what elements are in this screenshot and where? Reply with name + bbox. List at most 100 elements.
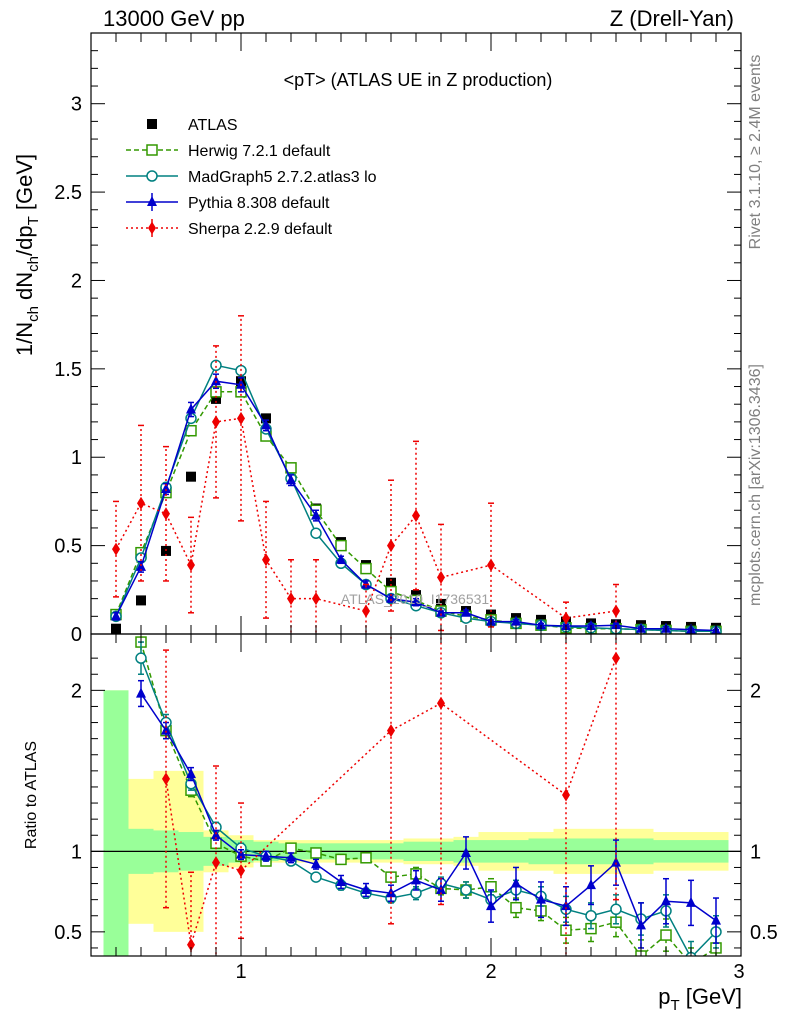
x-tick-label: 2 xyxy=(485,961,496,983)
ratio-panel: 0.5 0.5 1 1 2 2 1 2 3 Ratio to ATLAS pT [GeV] xyxy=(23,633,778,1014)
main-panel: 0 0.5 1 1.5 2 2.5 3 <pT> (ATLAS UE in Z produc… xyxy=(12,32,742,646)
data-point xyxy=(210,359,222,372)
data-point xyxy=(312,592,320,606)
data-point xyxy=(686,959,696,969)
legend: ATLAS Herwig 7.2.1 default MadGraph5 2.7.2… xyxy=(126,117,377,238)
data-point xyxy=(411,874,421,885)
data-point xyxy=(562,611,570,625)
series-line xyxy=(140,641,717,956)
data-point xyxy=(285,842,297,854)
data-point xyxy=(610,903,622,916)
data-point xyxy=(335,539,347,552)
data-point xyxy=(361,883,371,894)
data-point xyxy=(562,788,570,802)
data-point xyxy=(460,884,472,896)
data-point xyxy=(360,562,372,575)
data-point xyxy=(287,592,295,606)
data-point xyxy=(461,846,471,857)
data-point xyxy=(136,595,146,606)
data-point xyxy=(311,509,321,520)
legend-label: Pythia 8.308 default xyxy=(188,195,330,212)
data-point xyxy=(511,615,521,626)
data-point xyxy=(437,570,445,584)
series-line xyxy=(115,417,617,619)
data-point xyxy=(211,393,221,404)
y-tick-label: 2.5 xyxy=(54,182,82,204)
x-axis-label: pT [GeV] xyxy=(658,984,742,1014)
data-point xyxy=(362,604,370,618)
data-point xyxy=(437,696,445,710)
data-point xyxy=(536,893,546,904)
data-point xyxy=(386,592,396,603)
y-tick-label: 3 xyxy=(71,94,82,116)
header-left: 13000 GeV pp xyxy=(103,6,245,31)
data-point xyxy=(611,856,621,867)
data-point xyxy=(686,896,696,907)
rivet-label: Rivet 3.1.10, ≥ 2.4M events xyxy=(747,55,764,250)
data-point xyxy=(112,542,120,556)
ratio-y-tick-label-right: 0.5 xyxy=(750,922,778,944)
data-point xyxy=(111,610,121,621)
y-tick-label: 2 xyxy=(71,270,82,292)
ratio-y-tick-label-right: 1 xyxy=(750,841,761,863)
data-point xyxy=(261,419,271,430)
legend-label: Sherpa 2.2.9 default xyxy=(188,221,333,238)
ratio-y-tick-label: 0.5 xyxy=(54,922,82,944)
y-tick-label: 0 xyxy=(71,624,82,646)
data-point xyxy=(162,772,170,786)
data-point xyxy=(310,871,322,883)
series-1 xyxy=(135,641,722,956)
data-point xyxy=(487,558,495,572)
data-point xyxy=(711,914,721,925)
data-point xyxy=(261,850,271,861)
data-point xyxy=(187,938,195,952)
legend-marker xyxy=(147,196,157,206)
data-point xyxy=(486,900,496,911)
series-line xyxy=(140,693,717,927)
data-point xyxy=(336,875,346,886)
data-point xyxy=(361,578,371,589)
data-point xyxy=(310,847,322,859)
series-0 xyxy=(135,634,722,969)
data-point xyxy=(511,877,521,888)
data-point xyxy=(360,852,372,864)
data-point xyxy=(262,553,270,567)
data-point xyxy=(536,619,546,630)
data-point xyxy=(186,403,196,414)
legend-label: ATLAS xyxy=(188,117,238,134)
legend-label: MadGraph5 2.7.2.atlas3 lo xyxy=(188,169,377,186)
data-point xyxy=(661,895,671,906)
header-right: Z (Drell-Yan) xyxy=(610,6,734,31)
y-tick-label: 1.5 xyxy=(54,359,82,381)
data-point xyxy=(636,919,646,930)
main-ylabel: 1/Nch dNch/dpT [GeV] xyxy=(12,154,42,356)
legend-marker xyxy=(146,144,158,156)
data-point xyxy=(211,375,221,386)
data-point xyxy=(386,577,396,588)
data-point xyxy=(237,864,245,878)
x-tick-label: 1 xyxy=(235,961,246,983)
data-point xyxy=(212,856,220,870)
data-point xyxy=(461,606,471,617)
series-4 xyxy=(112,315,620,634)
legend-marker xyxy=(148,221,156,235)
inner-band xyxy=(103,690,129,956)
ratio-y-tick-label: 1 xyxy=(71,841,82,863)
data-point xyxy=(311,858,321,869)
data-point xyxy=(310,527,322,539)
data-point xyxy=(187,558,195,572)
legend-marker xyxy=(147,119,157,129)
series-line xyxy=(165,657,617,945)
ratio-y-tick-label-right: 2 xyxy=(750,680,761,702)
data-point xyxy=(586,879,596,890)
data-point xyxy=(436,606,446,617)
data-point xyxy=(585,910,597,922)
series-3 xyxy=(162,634,620,956)
data-point xyxy=(387,539,395,553)
x-tick-label: 3 xyxy=(733,961,744,983)
ratio-y-tick-label: 2 xyxy=(71,680,82,702)
legend-label: Herwig 7.2.1 default xyxy=(188,143,331,160)
data-point xyxy=(135,652,147,664)
watermark: ATLAS_2019_I1736531 xyxy=(341,591,490,607)
